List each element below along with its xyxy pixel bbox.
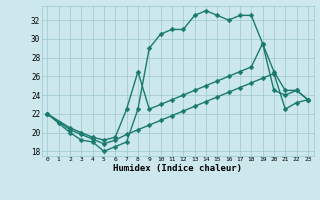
X-axis label: Humidex (Indice chaleur): Humidex (Indice chaleur) — [113, 164, 242, 173]
